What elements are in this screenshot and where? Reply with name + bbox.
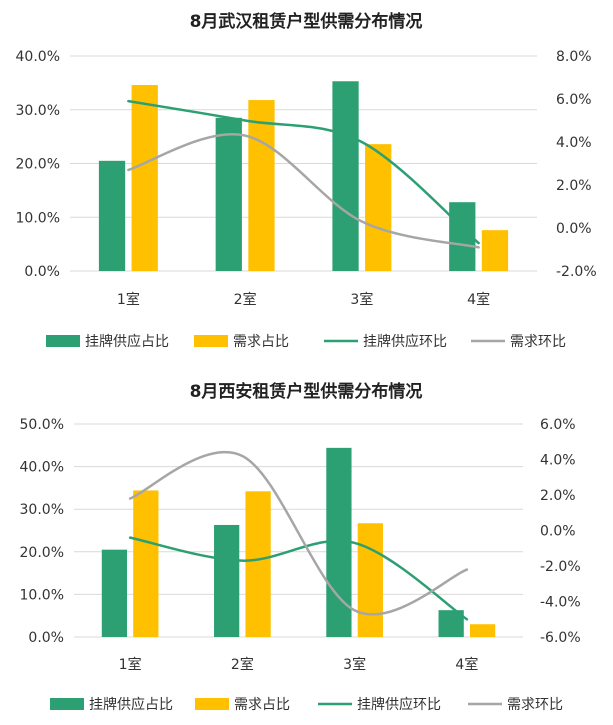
left-axis-tick-label: 30.0% [16, 103, 60, 119]
category-label: 3室 [350, 291, 373, 308]
bar-demand [245, 491, 271, 637]
line-series-supply-mom [128, 536, 469, 621]
category-label: 1室 [119, 656, 142, 673]
legend-swatch [50, 698, 84, 710]
xian-chart-svg: 8月西安租赁户型供需分布情况 0.0% 10.0% 20.0% 30.0% 40.0% 50… [20, 381, 581, 713]
wuhan-chart: 8月武汉租赁户型供需分布情况 0.0% 10.0% 20.0% 30.0% 40.0% -2… [0, 0, 613, 362]
bar-demand [248, 100, 275, 271]
line-series-demand-mom [127, 133, 480, 249]
xian-chart: 8月西安租赁户型供需分布情况 0.0% 10.0% 20.0% 30.0% 40.0% 50… [0, 365, 613, 725]
right-axis-tick-label: 4.0% [540, 453, 576, 469]
category-label: 3室 [343, 656, 366, 673]
bar-supply [332, 81, 359, 271]
left-axis-tick-label: 10.0% [16, 210, 60, 226]
left-axis-tick-label: 20.0% [16, 157, 60, 173]
right-axis-tick-label: -6.0% [540, 630, 581, 646]
bar-demand [133, 490, 159, 637]
right-axis-tick-label: 2.0% [540, 488, 576, 504]
bar-supply [215, 117, 242, 271]
chart-divider [0, 362, 613, 365]
chart-title: 8月西安租赁户型供需分布情况 [190, 381, 423, 402]
wuhan-chart-svg: 8月武汉租赁户型供需分布情况 0.0% 10.0% 20.0% 30.0% 40.0% -2… [16, 11, 597, 350]
left-axis-tick-label: 0.0% [24, 264, 60, 280]
legend-label: 挂牌供应占比 [89, 696, 173, 713]
bar-demand [131, 85, 158, 272]
left-axis-tick-label: 20.0% [20, 545, 64, 561]
right-axis-tick-label: 6.0% [556, 92, 592, 108]
right-axis-tick-label: 4.0% [556, 135, 592, 151]
bar-demand [357, 523, 383, 637]
legend-label: 挂牌供应环比 [363, 333, 447, 350]
bar-demand [469, 624, 496, 637]
right-axis-tick-label: 0.0% [556, 221, 592, 237]
legend-label: 需求占比 [234, 697, 290, 713]
category-label: 4室 [455, 656, 478, 673]
legend-swatch [195, 698, 229, 710]
bar-supply [101, 549, 128, 637]
bar-demand [481, 230, 509, 271]
left-axis-tick-label: 50.0% [20, 417, 64, 433]
bar-demand [365, 144, 392, 271]
legend-label: 需求环比 [507, 697, 563, 713]
left-axis-tick-label: 40.0% [16, 49, 60, 65]
chart-title: 8月武汉租赁户型供需分布情况 [190, 11, 423, 32]
legend-label: 需求占比 [233, 334, 289, 350]
right-axis-tick-label: -2.0% [540, 559, 581, 575]
left-axis-tick-label: 30.0% [20, 502, 64, 518]
legend-label: 需求环比 [510, 334, 566, 350]
right-axis-tick-label: 2.0% [556, 178, 592, 194]
category-label: 2室 [231, 656, 254, 673]
category-label: 4室 [467, 291, 490, 308]
bar-supply [98, 160, 126, 271]
category-label: 1室 [117, 291, 140, 308]
left-axis-tick-label: 10.0% [20, 587, 64, 603]
category-label: 2室 [234, 291, 257, 308]
left-axis-tick-label: 0.0% [28, 630, 64, 646]
right-axis-tick-label: 8.0% [556, 49, 592, 65]
legend-swatch [46, 335, 80, 347]
line-series-demand-mom [128, 450, 469, 616]
legend-label: 挂牌供应占比 [85, 333, 169, 350]
left-axis-tick-label: 40.0% [20, 460, 64, 476]
right-axis-tick-label: 0.0% [540, 524, 576, 540]
legend-swatch [194, 335, 228, 347]
right-axis-tick-label: -2.0% [556, 264, 597, 280]
bar-supply [214, 524, 240, 637]
right-axis-tick-label: 6.0% [540, 417, 576, 433]
legend-label: 挂牌供应环比 [357, 696, 441, 713]
right-axis-tick-label: -4.0% [540, 595, 581, 611]
line-series-supply-mom [127, 99, 480, 245]
